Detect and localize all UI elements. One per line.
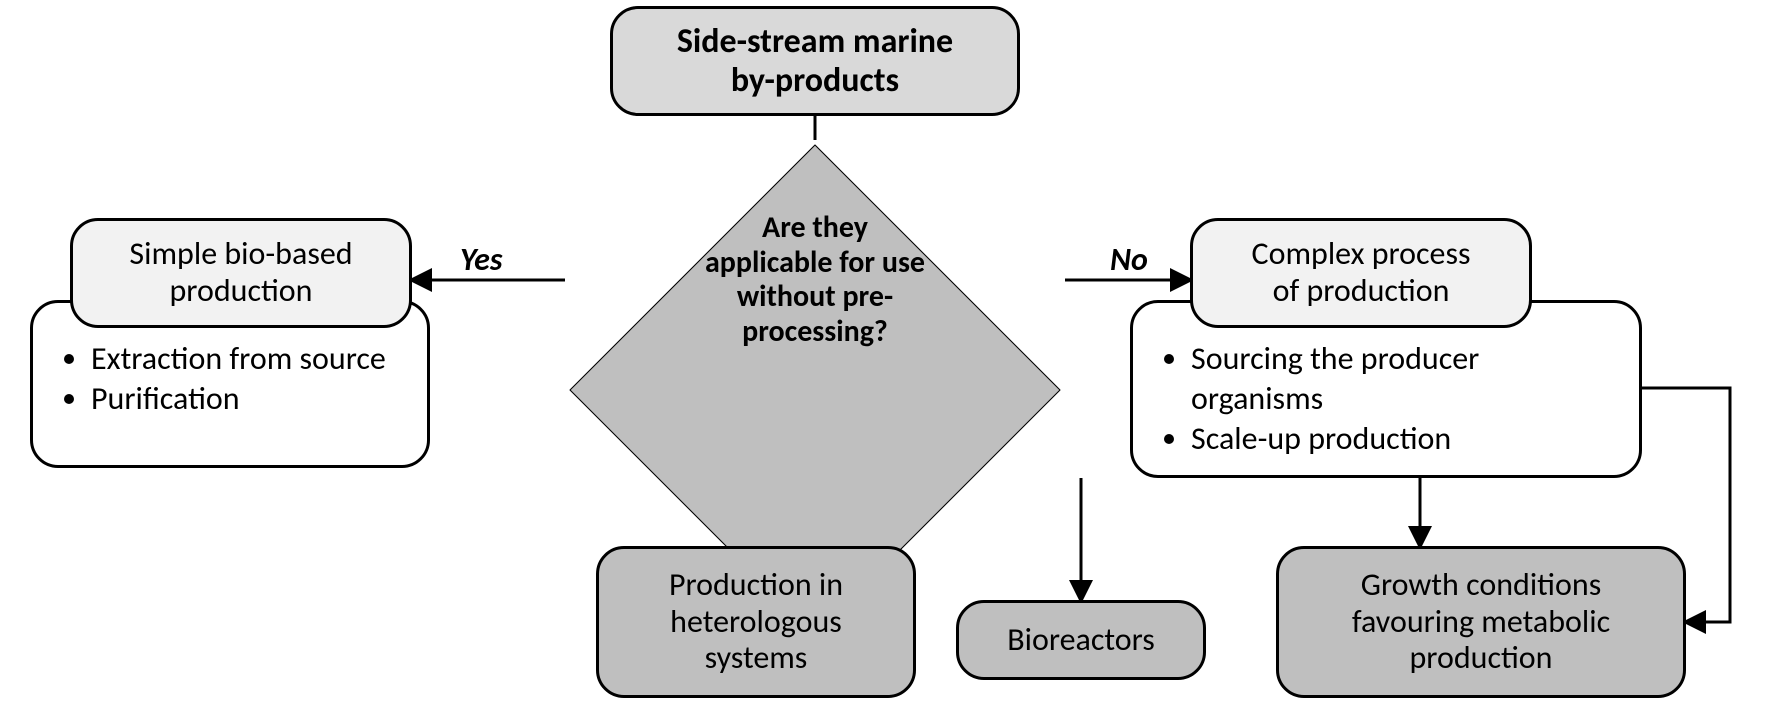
node-complex-label: Complex processof production — [1252, 236, 1471, 310]
node-output-heterologous: Production inheterologoussystems — [596, 546, 916, 698]
node-decision-label: Are theyapplicable for usewithout pre-pr… — [565, 140, 1065, 420]
node-start: Side-stream marineby-products — [610, 6, 1020, 116]
node-complex-production: Complex processof production — [1190, 218, 1532, 328]
complex-bullet-2: Scale-up production — [1191, 419, 1617, 459]
edge-label-no: No — [1110, 240, 1148, 279]
node-simple-label: Simple bio-basedproduction — [129, 236, 352, 310]
edge-label-yes: Yes — [460, 240, 502, 279]
simple-bullet-1: Extraction from source — [91, 339, 405, 379]
complex-bullet-1: Sourcing the producer organisms — [1191, 339, 1617, 419]
node-output-bioreactors: Bioreactors — [956, 600, 1206, 680]
node-simple-production: Simple bio-basedproduction — [70, 218, 412, 328]
node-output-growth-label: Growth conditionsfavouring metabolicprod… — [1352, 567, 1610, 677]
simple-bullet-2: Purification — [91, 379, 405, 419]
node-decision: Are theyapplicable for usewithout pre-pr… — [565, 140, 1065, 420]
node-output-heterologous-label: Production inheterologoussystems — [669, 567, 843, 677]
node-output-bioreactors-label: Bioreactors — [1007, 622, 1155, 659]
node-output-growth-conditions: Growth conditionsfavouring metabolicprod… — [1276, 546, 1686, 698]
node-start-label: Side-stream marineby-products — [677, 22, 953, 100]
flowchart-canvas: Side-stream marineby-products Are theyap… — [0, 0, 1772, 711]
